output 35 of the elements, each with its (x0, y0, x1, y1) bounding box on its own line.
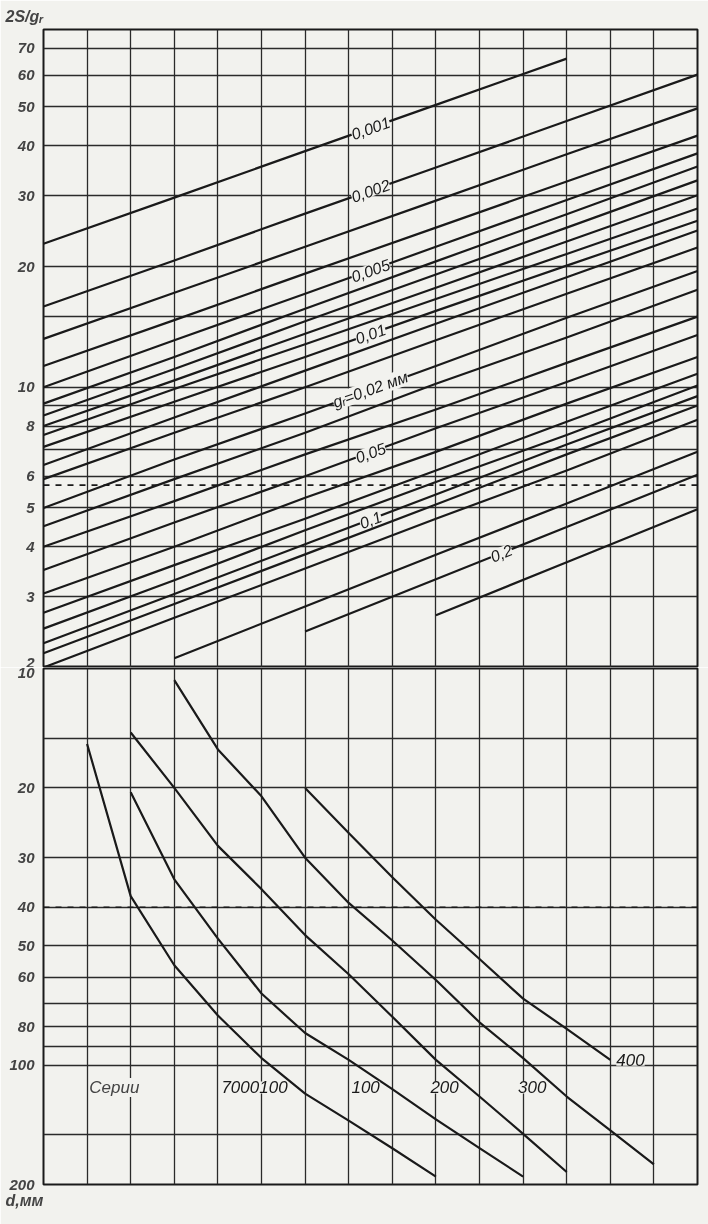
y-tick-label: 100 (9, 1056, 36, 1074)
y-tick-label: 4 (25, 537, 36, 555)
y-tick-label: 50 (17, 936, 36, 954)
y-tick-label: 200 (8, 1175, 36, 1193)
text: 0,001 (348, 113, 393, 144)
series-label: 100 (351, 1078, 381, 1098)
y-tick-label: 20 (16, 778, 36, 796)
text: 0,01 (353, 321, 389, 348)
text: 0,002 (348, 176, 393, 206)
series-label: 200 (429, 1078, 460, 1098)
text: 0,005 (348, 255, 393, 286)
y-tick-label: 60 (17, 66, 36, 84)
y-tick-label: 5 (26, 498, 36, 516)
y-tick-label: 40 (16, 898, 36, 916)
y-tick-label: 40 (16, 136, 36, 154)
y-tick-label: 30 (17, 186, 36, 204)
series-label: 300 (518, 1078, 548, 1098)
y-tick-label: 8 (26, 417, 36, 435)
y-tick-label: 20 (16, 257, 36, 275)
y-tick-label: 60 (17, 968, 36, 986)
series-label: 400 (616, 1050, 646, 1070)
text: 0,1 (357, 508, 385, 533)
y-tick-label: 50 (17, 97, 36, 115)
y-axis-title: 2S/gᵣ (4, 7, 45, 25)
y-tick-label: 3 (26, 587, 36, 605)
text: 0,2 (488, 541, 516, 566)
y-tick-label: 6 (26, 467, 36, 485)
y-tick-label: 80 (17, 1017, 36, 1035)
annotation: Серии (89, 1077, 140, 1097)
y-tick-label: 30 (17, 848, 36, 866)
y-axis-title: d,мм (5, 1191, 44, 1209)
series-label: 7000100 (221, 1078, 289, 1098)
y-tick-label: 10 (17, 378, 36, 396)
y-tick-label: 70 (17, 39, 36, 57)
text: 0,05 (353, 439, 389, 467)
